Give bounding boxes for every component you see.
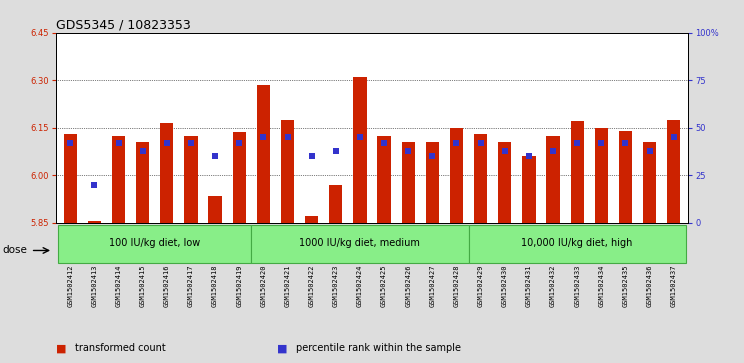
Point [354,134,366,140]
Bar [402,142,415,223]
Point [571,140,583,146]
Point [64,140,76,146]
Text: GSM1502412: GSM1502412 [67,265,73,307]
Point [306,153,318,159]
Text: GSM1502428: GSM1502428 [454,265,460,307]
Text: GSM1502424: GSM1502424 [357,265,363,307]
Text: GSM1502434: GSM1502434 [598,265,604,307]
Text: GSM1502427: GSM1502427 [429,265,435,307]
Point [209,153,221,159]
Bar [353,77,367,223]
Point [281,134,293,140]
Point [523,153,535,159]
Text: GSM1502417: GSM1502417 [188,265,194,307]
Text: GSM1502433: GSM1502433 [574,265,580,307]
Bar [281,120,294,223]
Bar [522,156,536,223]
Bar [208,196,222,223]
Text: GSM1502431: GSM1502431 [526,265,532,307]
Point [112,140,124,146]
Text: GSM1502419: GSM1502419 [237,265,243,307]
Bar [377,136,391,223]
Text: GSM1502432: GSM1502432 [550,265,556,307]
Point [137,148,149,154]
Point [451,140,463,146]
Point [89,182,100,188]
Bar [251,225,469,263]
Bar [329,185,342,223]
Text: GSM1502429: GSM1502429 [478,265,484,307]
Text: GSM1502415: GSM1502415 [140,265,146,307]
Point [426,153,438,159]
Bar [136,142,150,223]
Text: GSM1502425: GSM1502425 [381,265,387,307]
Text: GSM1502414: GSM1502414 [115,265,121,307]
Text: dose: dose [3,245,28,256]
Bar [64,134,77,223]
Point [234,140,246,146]
Bar [112,136,125,223]
Bar [469,225,686,263]
Bar [426,142,439,223]
Bar [571,121,584,223]
Bar [305,216,318,223]
Bar [498,142,511,223]
Point [620,140,632,146]
Point [498,148,510,154]
Point [185,140,197,146]
Text: percentile rank within the sample: percentile rank within the sample [296,343,461,354]
Point [403,148,414,154]
Bar [160,123,173,223]
Bar [257,85,270,223]
Text: GSM1502426: GSM1502426 [405,265,411,307]
Text: GSM1502416: GSM1502416 [164,265,170,307]
Point [378,140,390,146]
Text: GSM1502436: GSM1502436 [647,265,652,307]
Bar [185,136,198,223]
Text: 100 IU/kg diet, low: 100 IU/kg diet, low [109,238,200,248]
Point [330,148,341,154]
Text: GSM1502430: GSM1502430 [501,265,507,307]
Text: GDS5345 / 10823353: GDS5345 / 10823353 [56,19,190,32]
Text: GSM1502413: GSM1502413 [92,265,97,307]
Text: GSM1502423: GSM1502423 [333,265,339,307]
Text: transformed count: transformed count [74,343,165,354]
Text: GSM1502437: GSM1502437 [671,265,677,307]
Text: GSM1502435: GSM1502435 [623,265,629,307]
Bar [594,128,608,223]
Point [547,148,559,154]
Bar [667,120,680,223]
Bar [88,221,101,223]
Text: ■: ■ [277,343,288,354]
Bar [643,142,656,223]
Bar [474,134,487,223]
Text: GSM1502420: GSM1502420 [260,265,266,307]
Point [475,140,487,146]
Point [257,134,269,140]
Text: GSM1502422: GSM1502422 [309,265,315,307]
Bar [450,128,463,223]
Text: ■: ■ [56,343,66,354]
Bar [546,136,559,223]
Text: 1000 IU/kg diet, medium: 1000 IU/kg diet, medium [300,238,420,248]
Bar [58,225,251,263]
Point [644,148,655,154]
Text: 10,000 IU/kg diet, high: 10,000 IU/kg diet, high [522,238,633,248]
Text: GSM1502421: GSM1502421 [284,265,290,307]
Bar [619,131,632,223]
Point [161,140,173,146]
Point [668,134,680,140]
Point [595,140,607,146]
Bar [233,132,246,223]
Text: GSM1502418: GSM1502418 [212,265,218,307]
